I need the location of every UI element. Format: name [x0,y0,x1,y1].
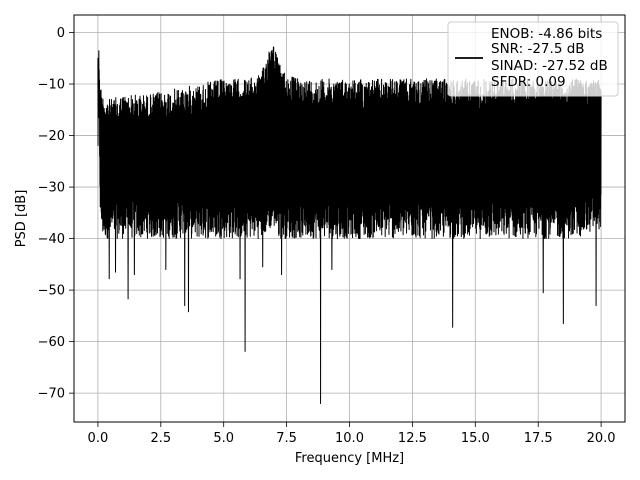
x-tick-label: 17.5 [524,431,553,446]
y-axis-label: PSD [dB] [14,190,29,248]
x-axis-label: Frequency [MHz] [295,451,404,466]
x-axis-ticks: 0.0 2.5 5.0 7.5 10.0 12.5 15.0 17.5 20.0 [88,422,616,446]
psd-trace [97,46,602,404]
legend-entry-sinad: SINAD: -27.52 dB [491,58,608,74]
legend-entry-sfdr: SFDR: 0.09 [491,74,566,90]
y-tick-label: −20 [38,129,65,144]
x-tick-label: 12.5 [398,431,427,446]
y-tick-label: −50 [38,284,65,299]
y-tick-label: −70 [38,387,65,402]
legend-box [447,21,619,97]
legend-entry-enob: ENOB: -4.86 bits [491,26,602,42]
legend-entry-snr: SNR: -27.5 dB [491,41,585,57]
y-tick-label: −40 [38,232,65,247]
y-tick-label: −10 [38,78,65,93]
y-tick-label: 0 [57,26,65,41]
x-tick-label: 10.0 [335,431,364,446]
x-tick-label: 5.0 [213,431,234,446]
x-tick-label: 2.5 [150,431,171,446]
x-tick-label: 20.0 [587,431,616,446]
series-psd [97,46,602,404]
y-tick-label: −30 [38,181,65,196]
x-tick-label: 0.0 [88,431,109,446]
x-tick-label: 15.0 [461,431,490,446]
legend: ENOB: -4.86 bits SNR: -27.5 dB SINAD: -2… [447,21,619,97]
y-tick-label: −60 [38,335,65,350]
x-tick-label: 7.5 [276,431,297,446]
y-axis-ticks: 0 −10 −20 −30 −40 −50 −60 −70 [38,26,74,402]
plot-area [97,46,602,404]
